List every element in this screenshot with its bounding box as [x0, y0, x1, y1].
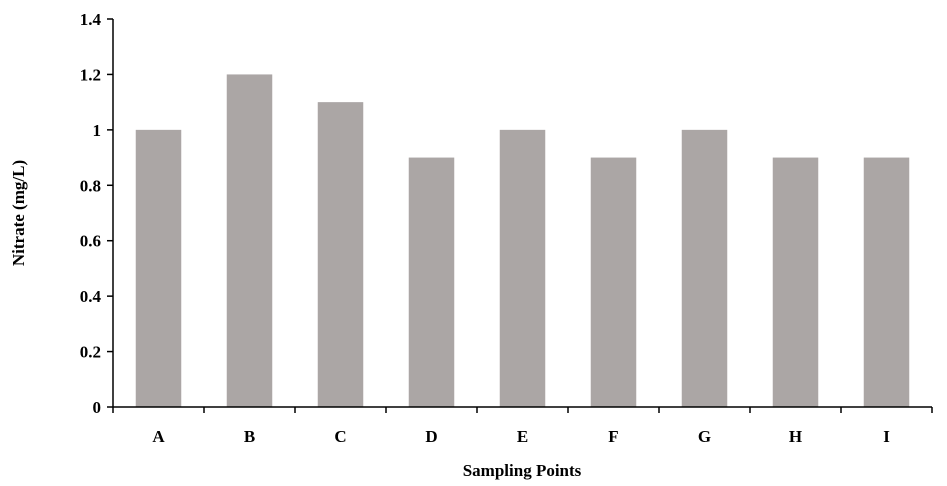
- bar-i: [863, 157, 910, 407]
- bar-c: [317, 102, 364, 408]
- x-tick-label-e: E: [517, 427, 528, 446]
- y-tick-label: 1.4: [80, 10, 102, 29]
- bar-h: [772, 157, 819, 407]
- y-tick-label: 0.4: [80, 287, 102, 306]
- bar-b: [226, 74, 273, 407]
- y-tick-label: 1.2: [80, 65, 101, 84]
- bars-group: [135, 74, 910, 408]
- x-axis-title: Sampling Points: [463, 461, 582, 480]
- x-tick-label-d: D: [425, 427, 437, 446]
- x-tick-labels-group: A B C D E F G H I: [152, 427, 890, 446]
- y-tick-label: 0.2: [80, 343, 101, 362]
- x-ticks-group: [112, 407, 933, 413]
- bar-g: [681, 129, 728, 407]
- x-tick-label-i: I: [883, 427, 890, 446]
- x-tick-label-a: A: [152, 427, 165, 446]
- bar-e: [499, 129, 546, 407]
- y-tick-label: 1: [93, 121, 102, 140]
- y-tick-label: 0.8: [80, 176, 101, 195]
- y-ticks-group: 0 0.2 0.4 0.6 0.8 1 1.2 1.4: [80, 10, 113, 417]
- y-tick-label: 0.6: [80, 232, 101, 251]
- x-tick-label-f: F: [608, 427, 618, 446]
- bar-d: [408, 157, 455, 407]
- x-tick-label-b: B: [244, 427, 255, 446]
- x-tick-label-g: G: [698, 427, 711, 446]
- y-axis-title: Nitrate (mg/L): [9, 160, 28, 266]
- x-tick-label-h: H: [789, 427, 802, 446]
- x-tick-label-c: C: [334, 427, 346, 446]
- bar-a: [135, 129, 182, 407]
- y-tick-label: 0: [93, 398, 102, 417]
- bar-f: [590, 157, 637, 407]
